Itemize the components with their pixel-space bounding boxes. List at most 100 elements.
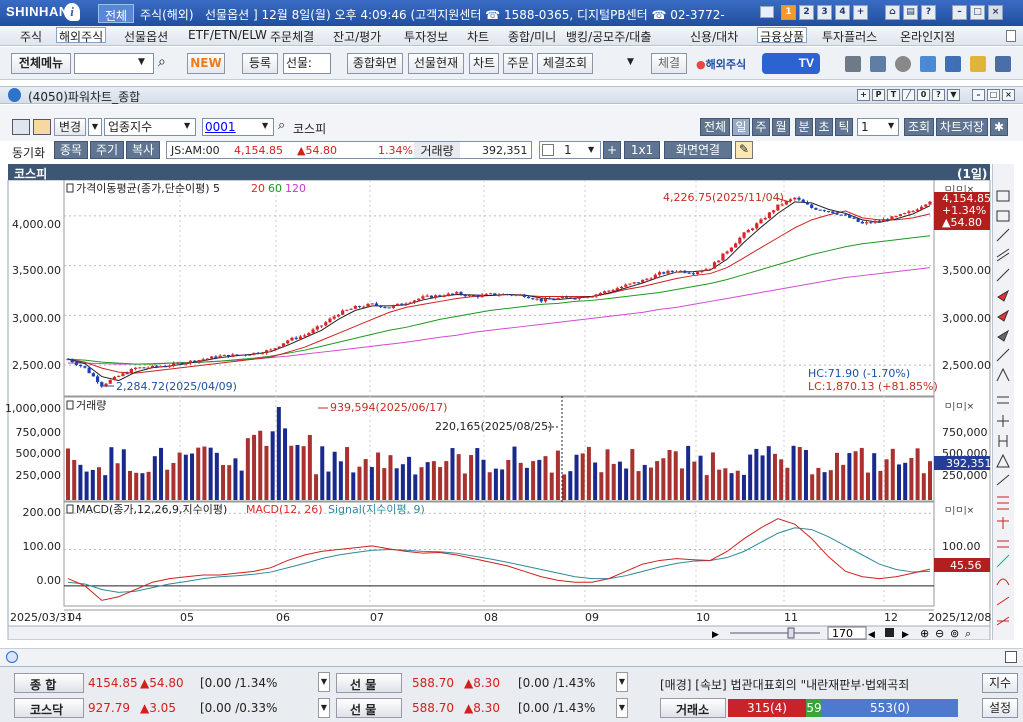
futures-now-button[interactable]: 선물현재 bbox=[408, 53, 464, 74]
period-all[interactable]: 전체 bbox=[700, 118, 730, 136]
sync-item-button[interactable]: 종목 bbox=[54, 141, 88, 159]
more-icon[interactable]: ▼ bbox=[627, 57, 634, 67]
menu-futures[interactable]: 선물옵션 bbox=[124, 30, 169, 44]
win-question-icon[interactable]: ? bbox=[932, 89, 945, 101]
menu-online[interactable]: 온라인지점 bbox=[900, 30, 956, 44]
user-icon[interactable] bbox=[995, 56, 1011, 72]
menu-invest-info[interactable]: 투자정보 bbox=[404, 30, 449, 44]
kosdaq-dropdown-icon[interactable]: ▼ bbox=[318, 698, 330, 718]
minimize-icon[interactable]: – bbox=[952, 5, 967, 20]
panel-toggle-icon[interactable] bbox=[12, 119, 30, 135]
chart-save-button[interactable]: 차트저장 bbox=[936, 118, 988, 136]
menu-etf[interactable]: ETF/ETN/ELW bbox=[188, 28, 267, 42]
screen-link-button[interactable]: 화면연결 bbox=[664, 141, 732, 159]
menu-mini[interactable]: 종합/미니 bbox=[508, 30, 557, 44]
code-input[interactable]: 0001 bbox=[202, 118, 274, 136]
scroll-right-icon[interactable]: ▶ bbox=[712, 630, 719, 640]
period-minute[interactable]: 분 bbox=[795, 118, 813, 136]
win-close-icon[interactable]: × bbox=[1002, 89, 1015, 101]
code-chevron-icon[interactable]: ▼ bbox=[262, 121, 269, 130]
pen-icon[interactable]: ✎ bbox=[735, 141, 753, 159]
settings-button[interactable]: 설정 bbox=[982, 698, 1018, 718]
lock-icon[interactable] bbox=[970, 56, 986, 72]
tv-button[interactable]: TV bbox=[762, 53, 820, 74]
chevron-down-icon[interactable]: ▼ bbox=[138, 57, 145, 67]
chart-area[interactable]: 가격이동평균(종가,단순이평) 5 20 60 120 거래량 MACD(종가,… bbox=[0, 180, 992, 640]
maximize-icon[interactable]: □ bbox=[970, 5, 985, 20]
menu-overseas[interactable]: 해외주식 bbox=[56, 27, 107, 44]
chart-button[interactable]: 차트 bbox=[469, 53, 499, 74]
overseas-stock-link[interactable]: ●해외주식 bbox=[696, 58, 747, 71]
menu-chart[interactable]: 차트 bbox=[467, 30, 490, 44]
menu-banking[interactable]: 뱅킹/공모주/대출 bbox=[566, 30, 652, 44]
zoom-in-icon[interactable]: ⊕ bbox=[920, 627, 929, 640]
print-icon[interactable]: ▤ bbox=[903, 5, 918, 20]
period-tick[interactable]: 틱 bbox=[835, 118, 853, 136]
futures-dropdown-icon[interactable]: ▼ bbox=[616, 672, 628, 692]
change-button[interactable]: 변경 bbox=[54, 118, 86, 136]
win-dropdown-icon[interactable]: ▼ bbox=[947, 89, 960, 101]
zoom-out-icon[interactable]: ⊖ bbox=[935, 627, 944, 640]
calculator-icon[interactable] bbox=[870, 56, 886, 72]
menu-finance[interactable]: 금융상품 bbox=[757, 27, 808, 44]
win-minimize-icon[interactable]: – bbox=[972, 89, 985, 101]
add-chart-button[interactable]: + bbox=[603, 141, 621, 159]
comprehensive-button[interactable]: 종합화면 bbox=[347, 53, 403, 74]
count-chevron-icon[interactable]: ▼ bbox=[888, 121, 895, 130]
win-plus-icon[interactable]: + bbox=[857, 89, 870, 101]
tab-all[interactable]: 전체 bbox=[98, 4, 135, 23]
menu-stock[interactable]: 주식 bbox=[20, 30, 43, 44]
panel-mini-controls[interactable]: ㅁ|ㅁ|× ㅁ|ㅁ|× ㅁ|ㅁ|× bbox=[944, 185, 974, 516]
layout-icon[interactable] bbox=[920, 56, 936, 72]
zoom-fit-icon[interactable]: ⌕ bbox=[965, 627, 971, 640]
monitor-icon[interactable] bbox=[760, 6, 774, 18]
period-week[interactable]: 주 bbox=[752, 118, 770, 136]
sector-chevron-icon[interactable]: ▼ bbox=[184, 121, 191, 130]
screen-2-button[interactable]: 2 bbox=[799, 5, 814, 20]
change-dropdown-icon[interactable]: ▼ bbox=[88, 118, 102, 136]
new-button[interactable]: NEW bbox=[187, 53, 225, 74]
menu-invest-plus[interactable]: 투자플러스 bbox=[822, 30, 878, 44]
close-icon[interactable]: × bbox=[988, 5, 1003, 20]
next-icon[interactable]: ▶ bbox=[902, 630, 909, 640]
help-icon[interactable]: ? bbox=[921, 5, 936, 20]
win-0-icon[interactable]: 0 bbox=[917, 89, 930, 101]
drawing-tools[interactable] bbox=[994, 185, 1012, 635]
zoom-input[interactable] bbox=[827, 626, 867, 640]
layout-toggle-icon[interactable] bbox=[33, 119, 51, 135]
spinner-chevron-icon[interactable]: ▼ bbox=[588, 145, 595, 154]
order-button[interactable]: 주문 bbox=[503, 53, 533, 74]
settle-button[interactable]: 체결 bbox=[651, 53, 687, 74]
win-trend-icon[interactable]: ╱ bbox=[902, 89, 915, 101]
sync-period-button[interactable]: 주기 bbox=[90, 141, 124, 159]
zoom-slider-handle[interactable] bbox=[787, 627, 795, 639]
screen-3-button[interactable]: 3 bbox=[817, 5, 832, 20]
win-link-icon[interactable]: P bbox=[872, 89, 885, 101]
zoom-reset-icon[interactable]: ⊚ bbox=[950, 627, 959, 640]
period-count-input[interactable]: 1 bbox=[857, 118, 899, 136]
menu-balance[interactable]: 잔고/평가 bbox=[333, 30, 382, 44]
grid-layout-button[interactable]: 1x1 bbox=[624, 141, 660, 159]
screen-4-button[interactable]: 4 bbox=[835, 5, 850, 20]
search-icon[interactable]: ⌕ bbox=[158, 54, 166, 70]
menu-search-input[interactable] bbox=[74, 53, 154, 74]
period-day[interactable]: 일 bbox=[732, 118, 750, 136]
kospi-dropdown-icon[interactable]: ▼ bbox=[318, 672, 330, 692]
news-ticker[interactable]: [매경] [속보] 법관대표회의 "내란재판부·법왜곡죄 bbox=[660, 678, 910, 692]
resize-icon[interactable] bbox=[1005, 651, 1017, 663]
window-icon[interactable] bbox=[945, 56, 961, 72]
stop-icon[interactable] bbox=[885, 628, 894, 637]
home-icon[interactable]: ⌂ bbox=[885, 5, 900, 20]
win-t-icon[interactable]: T bbox=[887, 89, 900, 101]
chart-scrollbar[interactable] bbox=[7, 625, 991, 640]
settings-gear-icon[interactable] bbox=[895, 56, 911, 72]
add-screen-icon[interactable]: + bbox=[853, 5, 868, 20]
win-maximize-icon[interactable]: □ bbox=[987, 89, 1000, 101]
refresh-icon[interactable] bbox=[6, 651, 18, 663]
count-spinner[interactable] bbox=[539, 141, 601, 159]
sector-select[interactable]: 업종지수 bbox=[104, 118, 196, 136]
index-button[interactable]: 지수 bbox=[982, 673, 1018, 693]
menu-credit[interactable]: 신용/대차 bbox=[690, 30, 739, 44]
futures2-dropdown-icon[interactable]: ▼ bbox=[616, 698, 628, 718]
sync-copy-button[interactable]: 복사 bbox=[126, 141, 160, 159]
